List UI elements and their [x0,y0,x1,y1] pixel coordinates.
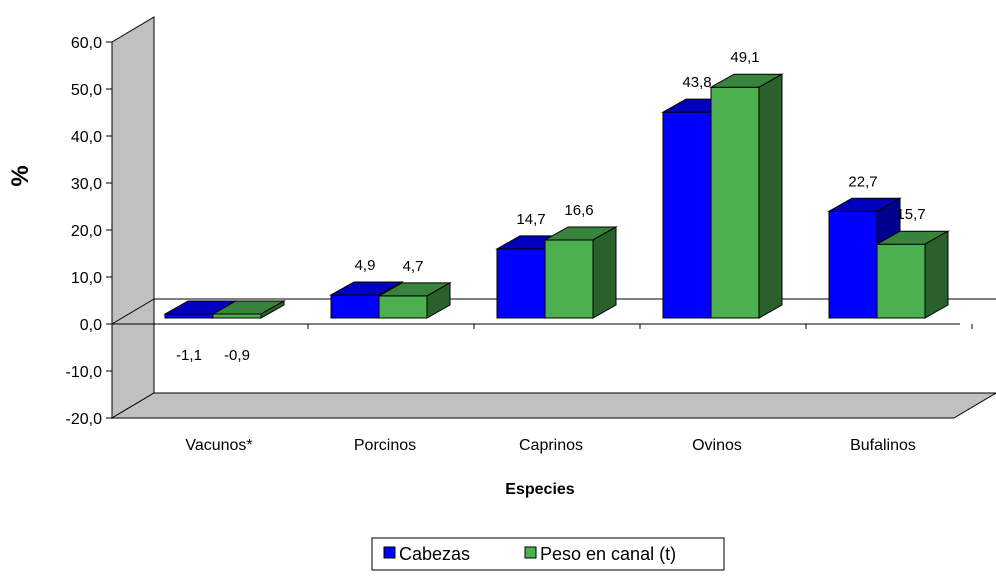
bar-side [592,226,617,319]
y-tick-label: 30,0 [71,176,102,193]
y-tick-label: 50,0 [71,82,102,99]
category-label: Bufalinos [850,437,916,454]
bars [163,73,950,319]
data-label: 4,9 [355,257,376,274]
data-label: 14,7 [516,211,545,228]
data-label: 49,1 [730,49,759,66]
bar [543,226,618,319]
bar-front [662,111,712,319]
bar-front [212,313,262,319]
bar-front [710,86,760,319]
y-tick-label: 0,0 [80,317,102,334]
zero-line-side [111,298,155,325]
legend-box [371,537,725,571]
bar-side [426,282,451,319]
bar-front [378,295,428,319]
y-tick-label: -20,0 [66,411,103,428]
category-label: Caprinos [519,437,583,454]
bar-side [924,230,949,319]
bar-front [828,210,878,319]
data-label: 15,7 [896,206,925,223]
y-axis-title: % [7,165,34,186]
category-label: Porcinos [354,437,416,454]
bar [377,282,452,319]
category-label: Ovinos [692,437,742,454]
bar [211,300,286,319]
bar-front [544,239,594,319]
bar-side [260,300,285,319]
labels: Vacunos* -1,1 -0,9 Porcinos 4,9 4,7 Caprinos 14… [176,49,926,454]
side-wall [111,16,155,419]
y-tick-label: 60,0 [71,35,102,52]
legend-swatch-cabezas [383,546,396,559]
legend-label-cabezas: Cabezas [399,544,470,564]
data-label: 43,8 [682,74,711,91]
bar-front [330,294,380,319]
legend: Cabezas Peso en canal (t) [371,537,725,571]
y-tick-label: 20,0 [71,223,102,240]
category-label: Vacunos* [185,437,252,454]
bar [875,230,950,319]
legend-label-peso: Peso en canal (t) [540,544,676,564]
data-label: 16,6 [564,202,593,219]
y-tick-label: 10,0 [71,270,102,287]
bar [709,73,784,319]
x-axis-title: Especies [505,481,574,498]
data-label: 4,7 [403,258,424,275]
legend-swatch-peso [524,546,537,559]
data-label: 22,7 [848,173,877,190]
bar-front [496,248,546,319]
data-label: -1,1 [176,347,202,364]
bar-front [164,313,214,319]
floor [110,392,996,419]
bar-side [758,73,783,319]
y-tick-label: 40,0 [71,129,102,146]
y-tick-label: -10,0 [66,364,103,381]
data-label: -0,9 [224,347,250,364]
bar-front [876,243,926,319]
